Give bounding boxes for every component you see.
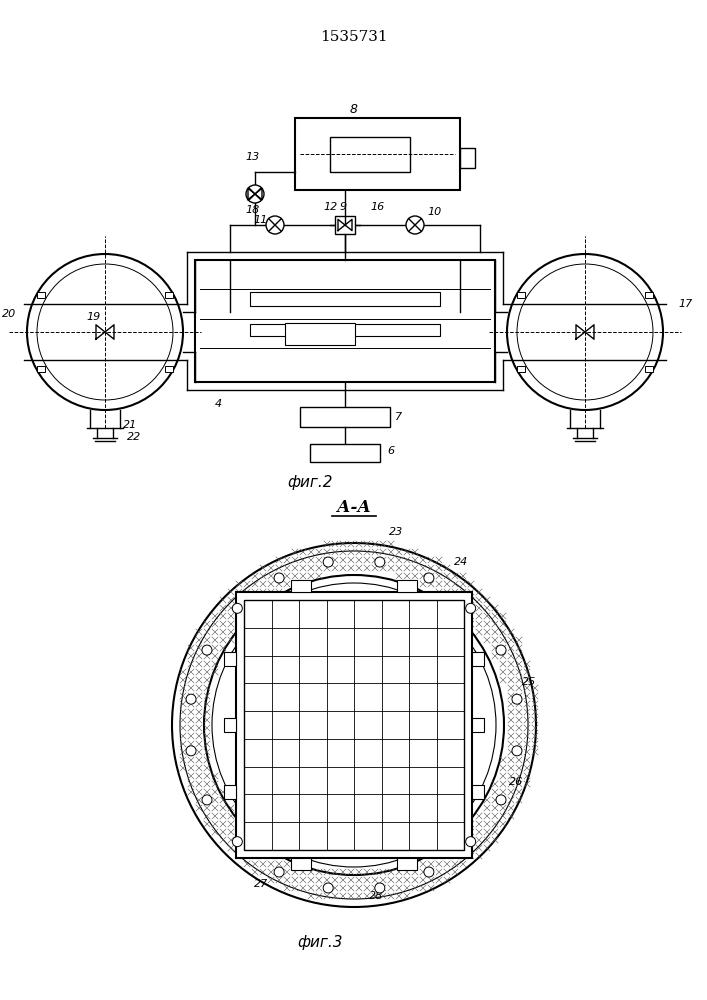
Text: фиг.2: фиг.2 <box>287 475 333 489</box>
Text: 10: 10 <box>427 207 441 217</box>
Bar <box>291 580 311 592</box>
Circle shape <box>37 264 173 400</box>
Circle shape <box>202 795 212 805</box>
Bar <box>472 718 484 732</box>
Bar <box>224 718 236 732</box>
Text: 1535731: 1535731 <box>320 30 388 44</box>
Bar <box>397 858 417 870</box>
Bar <box>37 292 45 298</box>
Bar <box>291 858 311 870</box>
Circle shape <box>186 694 196 704</box>
Text: 23: 23 <box>389 527 403 537</box>
Bar <box>335 216 355 234</box>
Text: 25: 25 <box>522 677 536 687</box>
Bar <box>37 366 45 372</box>
Bar <box>250 324 440 336</box>
Circle shape <box>323 883 333 893</box>
Bar <box>517 366 525 372</box>
Circle shape <box>496 645 506 655</box>
Circle shape <box>517 264 653 400</box>
Text: 20: 20 <box>2 309 16 319</box>
Circle shape <box>466 603 476 613</box>
Circle shape <box>212 583 496 867</box>
Text: 13: 13 <box>245 152 259 162</box>
Circle shape <box>496 795 506 805</box>
Bar <box>195 260 495 382</box>
Bar <box>310 444 380 462</box>
Bar <box>472 784 484 798</box>
Circle shape <box>233 603 243 613</box>
Circle shape <box>246 185 264 203</box>
Circle shape <box>204 575 504 875</box>
Bar <box>165 366 173 372</box>
Text: 18: 18 <box>245 205 259 215</box>
Circle shape <box>466 837 476 847</box>
Bar <box>645 292 653 298</box>
Text: 27: 27 <box>254 879 268 889</box>
Text: 4: 4 <box>215 399 222 409</box>
Bar <box>460 148 475 168</box>
Bar <box>645 366 653 372</box>
Circle shape <box>266 216 284 234</box>
Text: 11: 11 <box>253 215 267 225</box>
Text: 8: 8 <box>350 103 358 116</box>
Text: фиг.3: фиг.3 <box>297 934 343 950</box>
Circle shape <box>507 254 663 410</box>
Circle shape <box>186 746 196 756</box>
Bar <box>397 580 417 592</box>
Text: 16: 16 <box>370 202 384 212</box>
Circle shape <box>512 694 522 704</box>
Bar <box>295 118 460 190</box>
Circle shape <box>233 837 243 847</box>
Circle shape <box>274 573 284 583</box>
Circle shape <box>424 867 434 877</box>
Text: 12: 12 <box>323 202 337 212</box>
Bar <box>236 592 472 858</box>
Text: 19: 19 <box>86 312 100 322</box>
Text: 9: 9 <box>340 202 347 212</box>
Bar <box>244 600 464 850</box>
Bar <box>517 292 525 298</box>
Circle shape <box>172 543 536 907</box>
Circle shape <box>406 216 424 234</box>
Text: А-А: А-А <box>337 499 371 516</box>
Bar <box>224 652 236 666</box>
Circle shape <box>202 645 212 655</box>
Bar <box>250 292 440 306</box>
Bar <box>285 323 355 345</box>
Bar <box>472 652 484 666</box>
Circle shape <box>375 883 385 893</box>
Bar <box>330 137 410 172</box>
Circle shape <box>323 557 333 567</box>
Circle shape <box>424 573 434 583</box>
Text: 24: 24 <box>454 557 468 567</box>
Circle shape <box>512 746 522 756</box>
Circle shape <box>375 557 385 567</box>
Text: 7: 7 <box>395 412 402 422</box>
Text: 6: 6 <box>387 446 394 456</box>
Bar <box>300 407 390 427</box>
Text: 26: 26 <box>509 777 523 787</box>
Text: 17: 17 <box>678 299 692 309</box>
Text: 22: 22 <box>127 432 141 442</box>
Text: 28: 28 <box>369 891 383 901</box>
Circle shape <box>180 551 528 899</box>
Text: 21: 21 <box>123 420 137 430</box>
Bar <box>165 292 173 298</box>
Circle shape <box>274 867 284 877</box>
Circle shape <box>27 254 183 410</box>
Bar <box>224 784 236 798</box>
